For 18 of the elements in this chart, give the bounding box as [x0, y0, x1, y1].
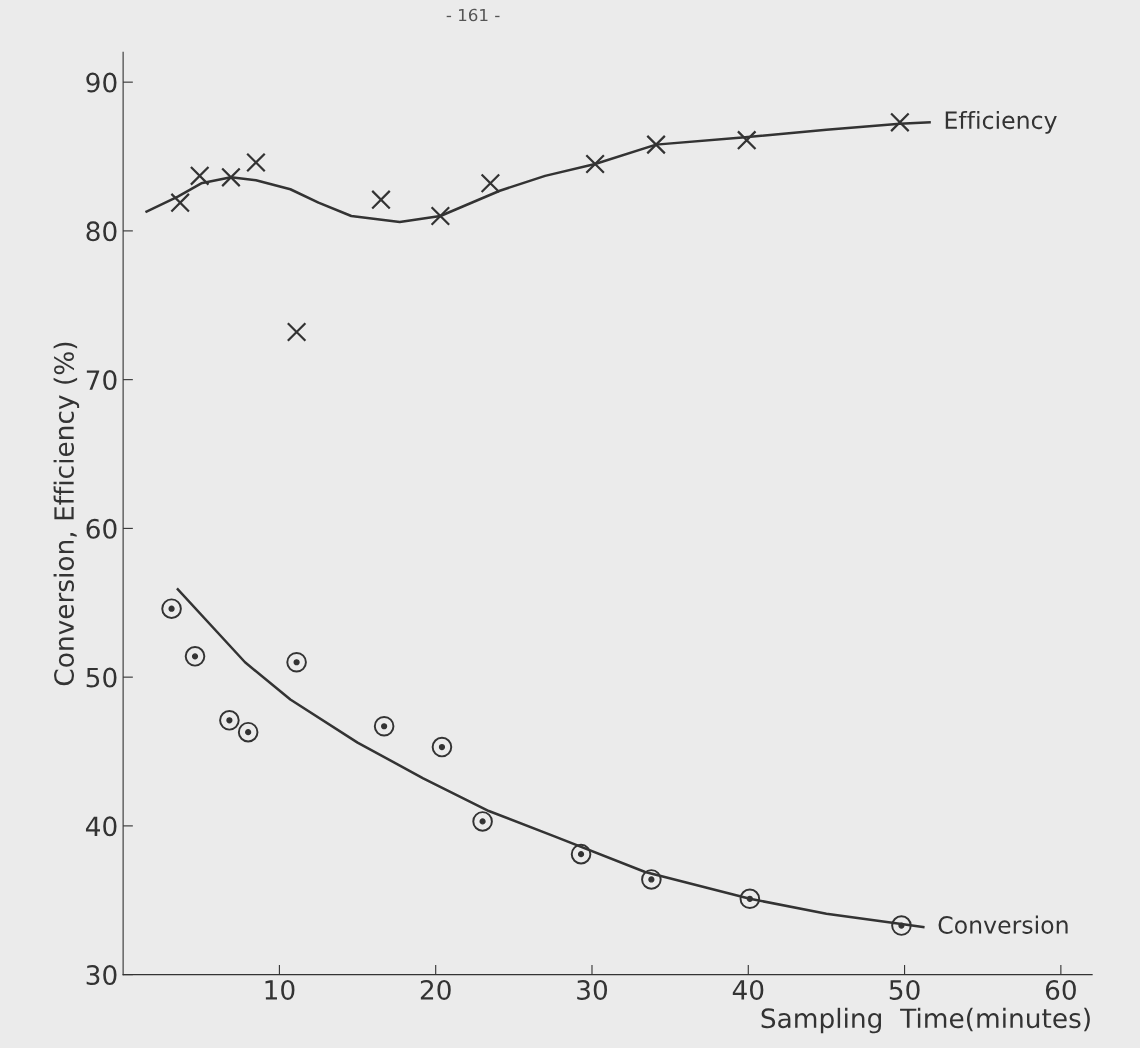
x-tick-label: 60	[1045, 979, 1076, 1000]
series-label: Conversion	[938, 915, 1068, 934]
y-tick-label: 70	[86, 370, 117, 391]
x-axis-title: Sampling Time(minutes)	[761, 1007, 1090, 1034]
x-tick-label: 50	[889, 979, 920, 1000]
y-tick-label: 60	[86, 518, 117, 539]
y-tick-label: 30	[86, 965, 117, 986]
y-axis-title: Conversion, Efficiency (%)	[53, 342, 80, 686]
y-tick-label: 50	[86, 667, 117, 688]
x-tick-label: 20	[420, 979, 451, 1000]
x-tick-label: 10	[265, 979, 295, 1000]
y-tick-label: 80	[86, 221, 117, 242]
y-tick-label: 90	[86, 72, 117, 93]
series-label: Efficiency	[945, 110, 1057, 134]
text: - 161 -	[446, 8, 500, 22]
x-tick-label: 30	[577, 979, 608, 1000]
y-tick-label: 40	[85, 816, 117, 837]
x-tick-label: 40	[732, 979, 764, 1000]
